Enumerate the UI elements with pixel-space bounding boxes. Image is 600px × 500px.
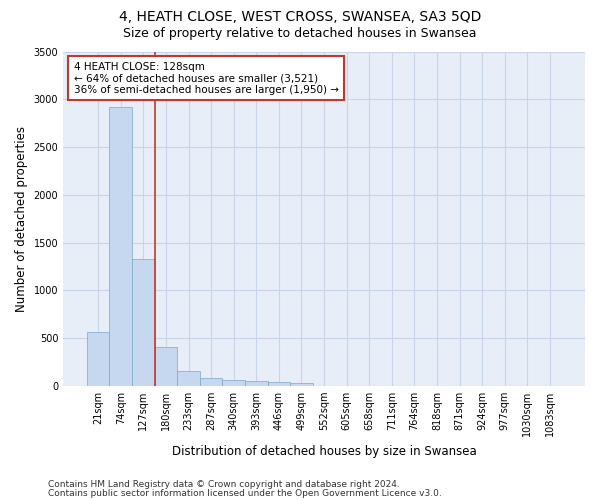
- Bar: [132, 259, 155, 386]
- Bar: [223, 380, 245, 386]
- Bar: [268, 382, 290, 386]
- Text: 4 HEATH CLOSE: 128sqm
← 64% of detached houses are smaller (3,521)
36% of semi-d: 4 HEATH CLOSE: 128sqm ← 64% of detached …: [74, 62, 338, 94]
- Bar: [87, 332, 109, 386]
- Bar: [290, 383, 313, 386]
- X-axis label: Distribution of detached houses by size in Swansea: Distribution of detached houses by size …: [172, 444, 476, 458]
- Bar: [200, 378, 223, 386]
- Bar: [155, 347, 177, 386]
- Bar: [177, 371, 200, 386]
- Y-axis label: Number of detached properties: Number of detached properties: [15, 126, 28, 312]
- Text: 4, HEATH CLOSE, WEST CROSS, SWANSEA, SA3 5QD: 4, HEATH CLOSE, WEST CROSS, SWANSEA, SA3…: [119, 10, 481, 24]
- Text: Contains HM Land Registry data © Crown copyright and database right 2024.: Contains HM Land Registry data © Crown c…: [48, 480, 400, 489]
- Bar: [245, 382, 268, 386]
- Text: Size of property relative to detached houses in Swansea: Size of property relative to detached ho…: [123, 28, 477, 40]
- Text: Contains public sector information licensed under the Open Government Licence v3: Contains public sector information licen…: [48, 488, 442, 498]
- Bar: [109, 107, 132, 386]
